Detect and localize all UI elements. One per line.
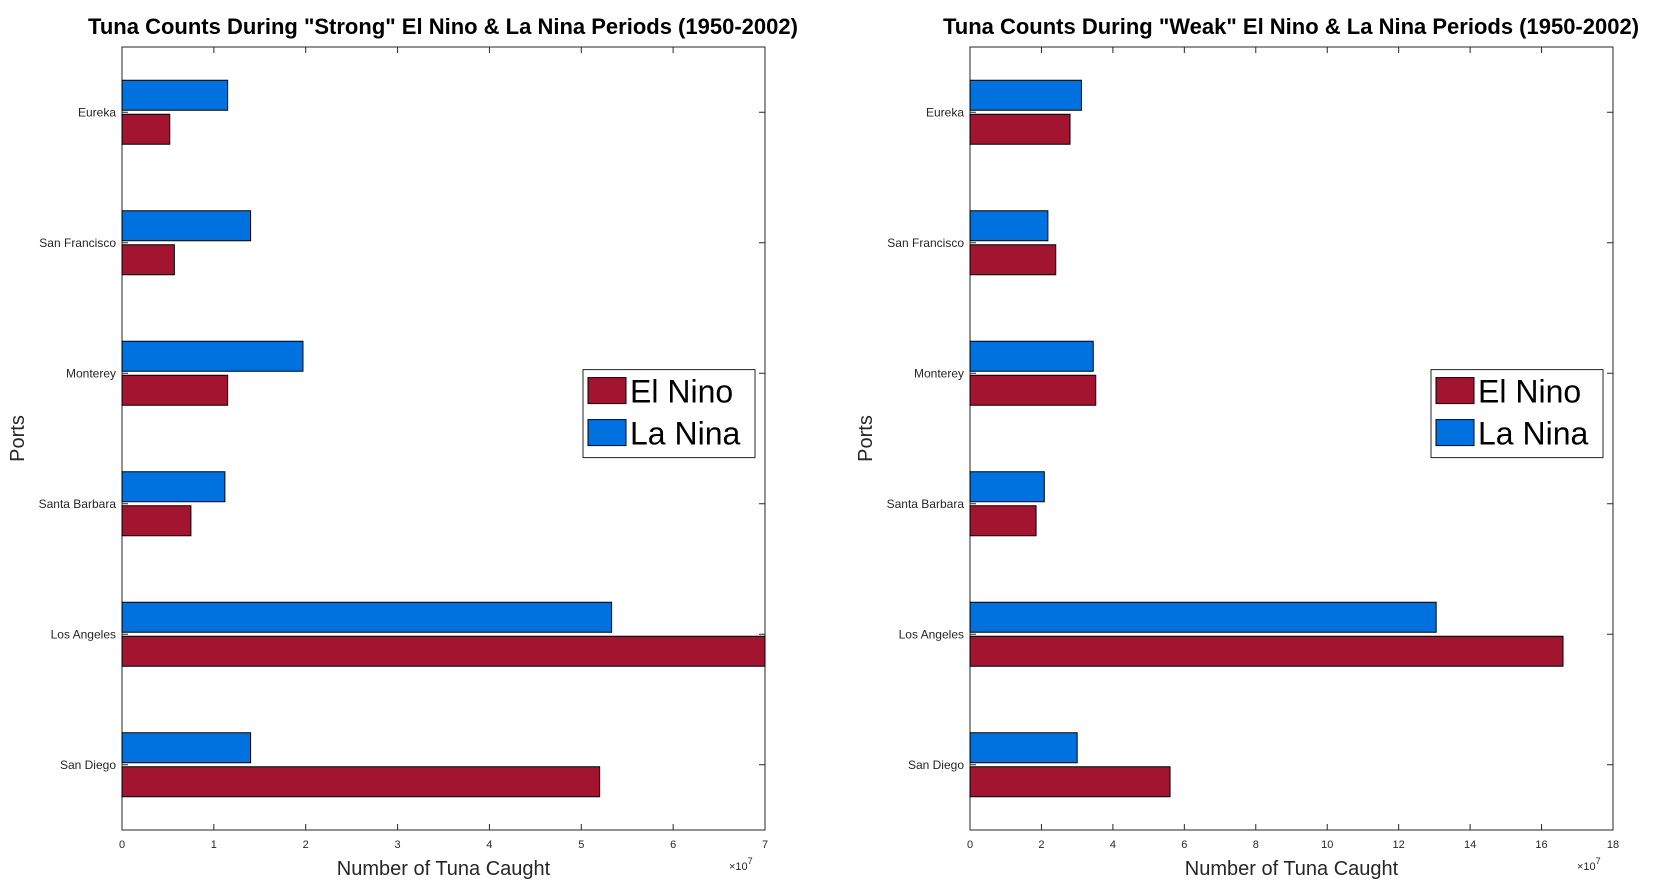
x-tick-label: 16	[1535, 839, 1547, 851]
legend-label-la-nina: La Nina	[630, 416, 741, 452]
x-tick-label: 14	[1464, 839, 1476, 851]
bar-la-nina-eureka	[121, 79, 229, 111]
x-tick-label: 10	[1321, 839, 1333, 851]
y-tick-label: San Diego	[908, 758, 964, 772]
bar-el-nino-los-angeles	[121, 635, 766, 667]
bar-el-nino-san-francisco	[121, 244, 175, 276]
chart-title: Tuna Counts During "Weak" El Nino & La N…	[943, 14, 1639, 39]
y-axis-label: Ports	[7, 415, 29, 462]
legend-label-la-nina: La Nina	[1478, 416, 1589, 452]
bar-el-nino-san-diego	[121, 766, 601, 798]
y-tick-label: Monterey	[66, 366, 116, 380]
x-tick-label: 1	[211, 839, 217, 851]
x-tick-label: 5	[578, 839, 584, 851]
bar-la-nina-san-francisco	[969, 210, 1049, 242]
x-tick-label: 8	[1253, 839, 1259, 851]
chart-1: Tuna Counts During "Strong" El Nino & La…	[7, 14, 798, 880]
x-exponent-power: 7	[748, 856, 753, 866]
x-tick-label: 6	[1181, 839, 1187, 851]
y-tick-label: Eureka	[926, 105, 964, 119]
bar-la-nina-santa-barbara	[121, 471, 226, 503]
bar-la-nina-san-diego	[969, 732, 1078, 764]
bar-el-nino-eureka	[969, 113, 1071, 145]
legend-swatch-el-nino	[1435, 377, 1475, 405]
bar-el-nino-los-angeles	[969, 635, 1564, 667]
x-tick-label: 18	[1607, 839, 1619, 851]
bar-la-nina-san-francisco	[121, 210, 252, 242]
bar-la-nina-los-angeles	[121, 601, 613, 633]
y-tick-label: San Diego	[60, 758, 116, 772]
legend-label-el-nino: El Nino	[630, 374, 733, 410]
x-tick-label: 4	[1110, 839, 1116, 851]
bar-la-nina-eureka	[969, 79, 1082, 111]
x-tick-label: 7	[762, 839, 768, 851]
x-axis-label: Number of Tuna Caught	[1185, 858, 1399, 880]
x-exponent-base: ×10	[1577, 861, 1596, 873]
bar-el-nino-monterey	[121, 374, 229, 406]
x-exponent-label: ×107	[729, 856, 753, 873]
bar-el-nino-monterey	[969, 374, 1097, 406]
bar-la-nina-san-diego	[121, 732, 252, 764]
chart-2: Tuna Counts During "Weak" El Nino & La N…	[855, 14, 1639, 880]
x-tick-label: 0	[119, 839, 125, 851]
x-exponent-power: 7	[1596, 856, 1601, 866]
legend-swatch-la-nina	[587, 419, 627, 447]
bar-el-nino-santa-barbara	[121, 505, 192, 537]
x-tick-label: 2	[1038, 839, 1044, 851]
bar-el-nino-san-diego	[969, 766, 1171, 798]
bar-el-nino-san-francisco	[969, 244, 1057, 276]
legend: El Nino La Nina	[582, 369, 756, 459]
bar-el-nino-santa-barbara	[969, 505, 1037, 537]
x-tick-label: 12	[1393, 839, 1405, 851]
x-tick-label: 0	[967, 839, 973, 851]
legend-swatch-el-nino	[587, 377, 627, 405]
bar-la-nina-monterey	[121, 340, 304, 372]
legend-label-el-nino: El Nino	[1478, 374, 1581, 410]
y-tick-label: San Francisco	[39, 236, 116, 250]
legend: El Nino La Nina	[1430, 369, 1604, 459]
y-tick-label: Santa Barbara	[39, 497, 117, 511]
x-tick-label: 2	[303, 839, 309, 851]
y-tick-label: San Francisco	[887, 236, 964, 250]
y-tick-label: Los Angeles	[899, 627, 964, 641]
x-exponent-base: ×10	[729, 861, 748, 873]
x-tick-label: 4	[486, 839, 492, 851]
y-tick-label: Monterey	[914, 366, 964, 380]
x-tick-label: 6	[670, 839, 676, 851]
legend-swatch-la-nina	[1435, 419, 1475, 447]
bar-la-nina-los-angeles	[969, 601, 1437, 633]
bar-el-nino-eureka	[121, 113, 171, 145]
x-axis-label: Number of Tuna Caught	[337, 858, 551, 880]
chart-title: Tuna Counts During "Strong" El Nino & La…	[88, 14, 798, 39]
x-tick-label: 3	[395, 839, 401, 851]
y-axis-label: Ports	[855, 415, 877, 462]
y-tick-label: Eureka	[78, 105, 116, 119]
y-tick-label: Santa Barbara	[887, 497, 965, 511]
bar-la-nina-santa-barbara	[969, 471, 1045, 503]
x-exponent-label: ×107	[1577, 856, 1601, 873]
y-tick-label: Los Angeles	[51, 627, 116, 641]
bar-la-nina-monterey	[969, 340, 1094, 372]
